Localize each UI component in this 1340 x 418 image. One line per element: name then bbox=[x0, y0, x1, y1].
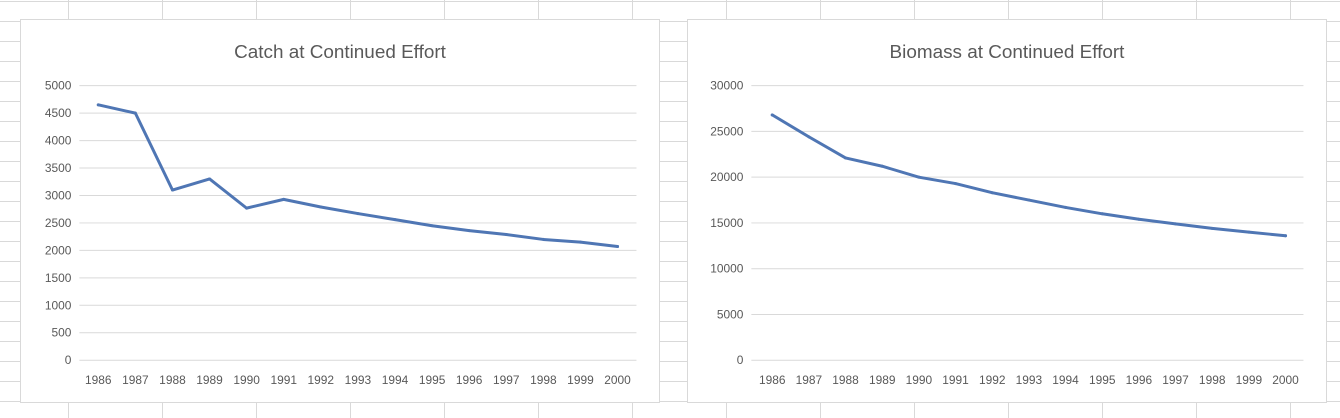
biomass-xtick-label: 1986 bbox=[759, 373, 786, 387]
biomass-ytick-label: 25000 bbox=[710, 124, 744, 138]
biomass-ytick-label: 20000 bbox=[710, 170, 744, 184]
biomass-data-point bbox=[1247, 230, 1251, 234]
catch-data-point bbox=[616, 245, 620, 249]
catch-xtick-label: 1998 bbox=[530, 373, 557, 387]
catch-chart-title: Catch at Continued Effort bbox=[234, 42, 447, 63]
biomass-xtick-label: 1998 bbox=[1199, 373, 1226, 387]
biomass-data-point bbox=[990, 191, 994, 195]
catch-xtick-label: 1989 bbox=[196, 373, 223, 387]
catch-data-point bbox=[578, 240, 582, 244]
catch-xtick-label: 2000 bbox=[604, 373, 631, 387]
catch-ytick-label: 1000 bbox=[45, 298, 72, 312]
catch-ytick-label: 2500 bbox=[45, 216, 72, 230]
biomass-data-point bbox=[880, 164, 884, 168]
catch-ytick-label: 500 bbox=[52, 326, 72, 340]
catch-ytick-label: 0 bbox=[65, 353, 72, 367]
biomass-chart: Biomass at Continued Effort 0 5000 10000 15… bbox=[710, 42, 1304, 387]
biomass-data-point bbox=[1174, 222, 1178, 226]
biomass-data-point bbox=[954, 182, 958, 186]
biomass-xtick-label: 1991 bbox=[942, 373, 969, 387]
catch-data-point bbox=[467, 229, 471, 233]
biomass-series-line bbox=[770, 113, 1288, 238]
biomass-data-point bbox=[1137, 217, 1141, 221]
biomass-xtick-label: 1999 bbox=[1236, 373, 1263, 387]
biomass-chart-panel[interactable]: Biomass at Continued Effort 0 5000 10000 15… bbox=[687, 19, 1327, 403]
biomass-ytick-label: 10000 bbox=[710, 262, 744, 276]
catch-data-point bbox=[133, 111, 137, 115]
catch-xtick-label: 1993 bbox=[345, 373, 372, 387]
biomass-data-point bbox=[1027, 198, 1031, 202]
biomass-xtick-label: 1990 bbox=[906, 373, 933, 387]
biomass-ytick-label: 0 bbox=[737, 353, 744, 367]
catch-series-line bbox=[96, 103, 620, 249]
catch-xtick-label: 1992 bbox=[308, 373, 335, 387]
catch-xtick-label: 1990 bbox=[233, 373, 260, 387]
biomass-data-point bbox=[1284, 234, 1288, 238]
biomass-ytick-label: 15000 bbox=[710, 216, 744, 230]
catch-ytick-label: 4500 bbox=[45, 106, 72, 120]
catch-data-point bbox=[319, 205, 323, 209]
catch-ytick-label: 4000 bbox=[45, 134, 72, 148]
biomass-data-point bbox=[1100, 212, 1104, 216]
biomass-xtick-label: 1995 bbox=[1089, 373, 1116, 387]
biomass-data-point bbox=[807, 135, 811, 139]
biomass-xtick-label: 2000 bbox=[1272, 373, 1299, 387]
catch-ytick-label: 3000 bbox=[45, 188, 72, 202]
biomass-data-point bbox=[917, 175, 921, 179]
catch-xtick-label: 1991 bbox=[270, 373, 297, 387]
biomass-chart-title: Biomass at Continued Effort bbox=[890, 42, 1126, 63]
catch-ytick-label: 3500 bbox=[45, 161, 72, 175]
biomass-xtick-label: 1992 bbox=[979, 373, 1006, 387]
catch-data-point bbox=[393, 218, 397, 222]
catch-data-point bbox=[356, 212, 360, 216]
biomass-ytick-label: 5000 bbox=[717, 307, 744, 321]
catch-data-point bbox=[245, 206, 249, 210]
biomass-xtick-label: 1993 bbox=[1016, 373, 1043, 387]
catch-data-point bbox=[504, 232, 508, 236]
catch-ytick-label: 1500 bbox=[45, 271, 72, 285]
catch-xtick-label: 1987 bbox=[122, 373, 149, 387]
catch-chart-panel[interactable]: Catch at Continued Effort 0 500 1000 1500 20… bbox=[20, 19, 660, 403]
catch-data-point bbox=[430, 224, 434, 228]
biomass-data-point bbox=[844, 156, 848, 160]
catch-data-point bbox=[541, 237, 545, 241]
catch-chart: Catch at Continued Effort 0 500 1000 1500 20… bbox=[45, 42, 637, 387]
catch-xtick-label: 1988 bbox=[159, 373, 186, 387]
catch-data-point bbox=[96, 103, 100, 107]
catch-xtick-label: 1997 bbox=[493, 373, 520, 387]
biomass-data-point bbox=[1064, 205, 1068, 209]
catch-xtick-label: 1999 bbox=[567, 373, 594, 387]
biomass-xtick-label: 1987 bbox=[796, 373, 823, 387]
biomass-xtick-label: 1994 bbox=[1052, 373, 1079, 387]
biomass-ytick-label: 30000 bbox=[710, 79, 744, 93]
catch-xtick-label: 1994 bbox=[382, 373, 409, 387]
biomass-data-point bbox=[1210, 226, 1214, 230]
catch-xtick-label: 1996 bbox=[456, 373, 483, 387]
biomass-xtick-label: 1988 bbox=[832, 373, 859, 387]
catch-ytick-label: 5000 bbox=[45, 79, 72, 93]
catch-data-point bbox=[282, 197, 286, 201]
biomass-xtick-label: 1989 bbox=[869, 373, 896, 387]
catch-xtick-label: 1986 bbox=[85, 373, 112, 387]
biomass-xtick-label: 1996 bbox=[1126, 373, 1153, 387]
biomass-data-point bbox=[770, 113, 774, 117]
catch-data-point bbox=[170, 188, 174, 192]
catch-ytick-label: 2000 bbox=[45, 243, 72, 257]
catch-xtick-label: 1995 bbox=[419, 373, 446, 387]
catch-data-point bbox=[208, 177, 212, 181]
biomass-xtick-label: 1997 bbox=[1162, 373, 1189, 387]
